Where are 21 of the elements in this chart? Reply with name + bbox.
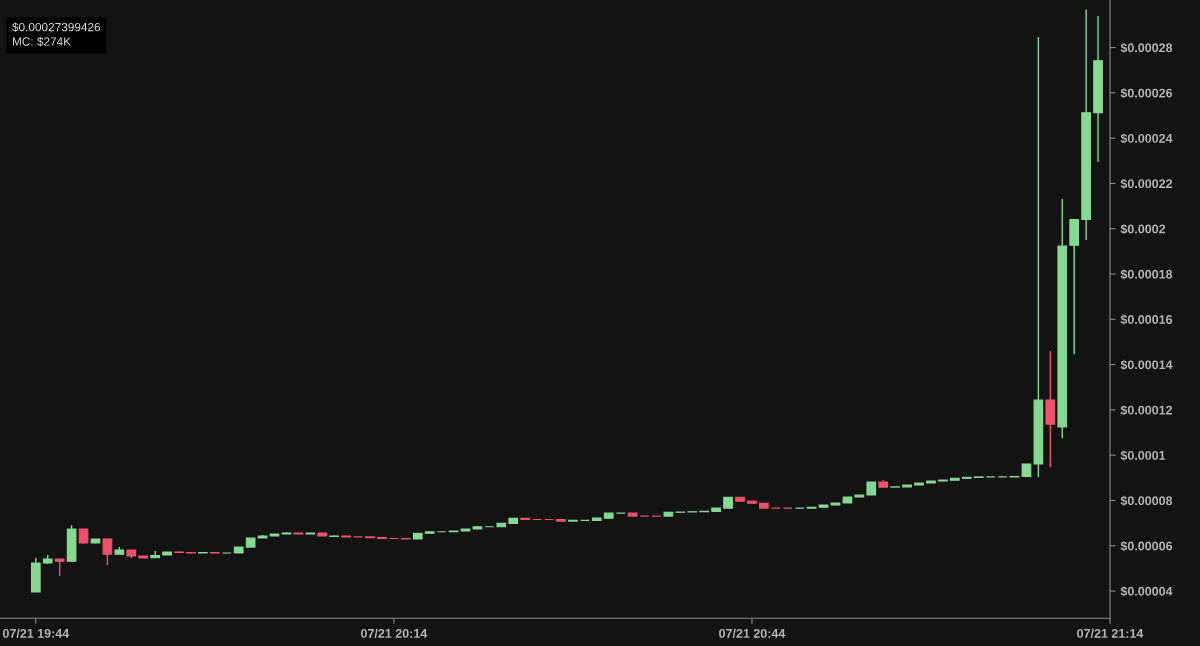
y-tick-label: $0.00024	[1120, 133, 1173, 144]
x-tick-label: 07/21 20:44	[719, 628, 786, 638]
y-tick-label: $0.00012	[1120, 405, 1173, 416]
candlestick	[102, 538, 113, 566]
y-tick-label: $0.00004	[1120, 586, 1173, 597]
y-tick-label: $0.00014	[1120, 359, 1173, 371]
y-tick-label: $0.00016	[1120, 314, 1173, 325]
y-tick-label: $0.00008	[1120, 495, 1173, 506]
x-tick-label: 07/21 19:44	[2, 628, 70, 638]
y-tick-label: $0.00018	[1120, 269, 1173, 280]
x-tick-label: 07/21 21:14	[1077, 628, 1144, 638]
y-tick-label: $0.0002	[1120, 223, 1166, 235]
candlestick	[1045, 350, 1056, 468]
annotation: MC: $274K	[12, 36, 71, 47]
y-tick-label: $0.00006	[1120, 541, 1173, 552]
y-tick-label: $0.00028	[1120, 42, 1173, 54]
y-tick-label: $0.0001	[1120, 450, 1166, 461]
annotation: $0.00027399426	[12, 22, 101, 32]
x-tick-label: 07/21 20:14	[361, 628, 428, 638]
y-tick-label: $0.00026	[1120, 88, 1173, 99]
y-tick-label: $0.00022	[1120, 178, 1173, 189]
